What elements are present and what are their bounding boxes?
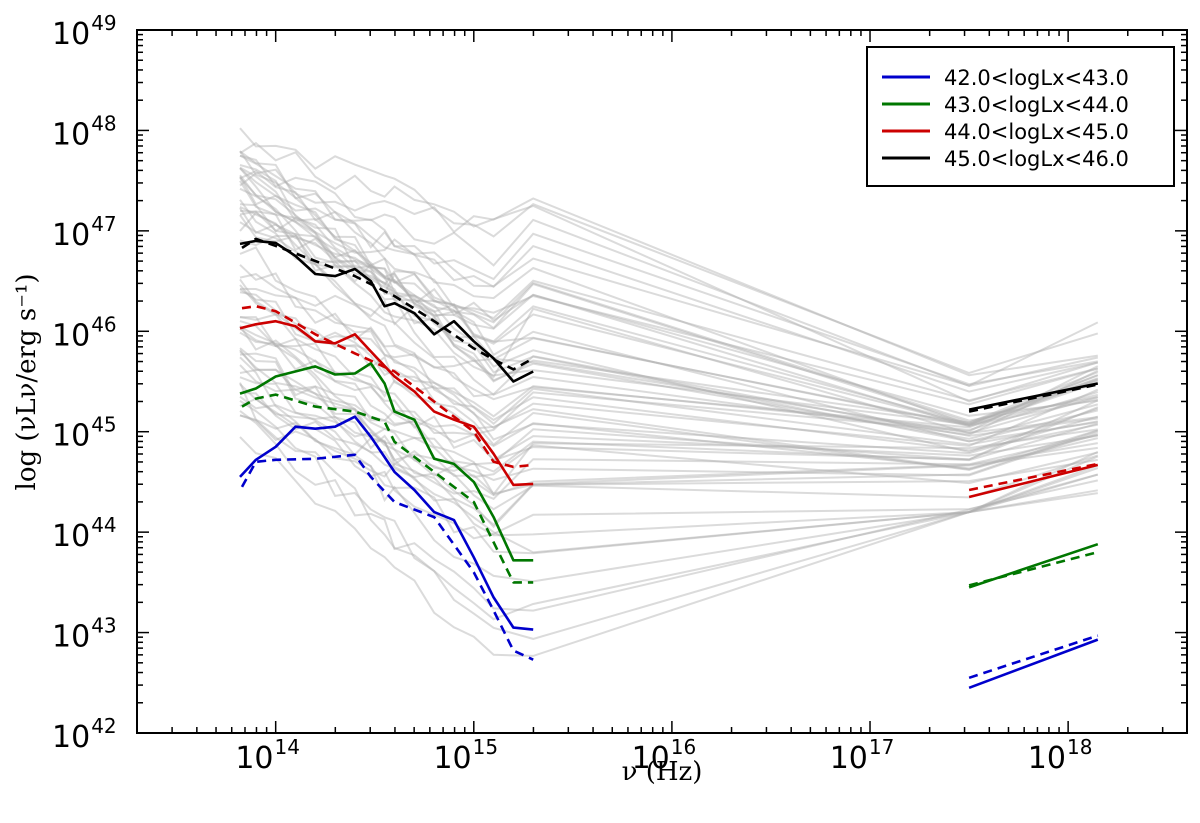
background-sed-line xyxy=(239,211,1099,406)
background-sed-line xyxy=(239,234,1099,402)
background-sed-line xyxy=(239,376,1098,555)
background-sed-line xyxy=(239,326,1099,462)
background-sed-line xyxy=(239,349,1098,497)
background-sed-line xyxy=(239,273,1098,417)
series-layer xyxy=(239,237,1099,690)
background-sed-line xyxy=(239,382,1099,640)
background-sed-line xyxy=(239,141,1099,403)
background-sed-line xyxy=(239,127,1099,375)
background-sed-line xyxy=(239,187,1099,440)
y-tick-label: 1045 xyxy=(52,413,117,454)
background-sed-line xyxy=(239,414,1099,500)
legend-label: 43.0<logLx<44.0 xyxy=(944,93,1129,117)
series-line-dashed-optical xyxy=(241,393,534,584)
legend-label: 45.0<logLx<46.0 xyxy=(944,147,1129,171)
background-sed-line xyxy=(239,368,1099,470)
plot-frame xyxy=(136,29,1188,734)
background-sed-line xyxy=(239,210,1099,443)
background-sed-line xyxy=(239,150,1099,424)
background-sed-line xyxy=(239,352,1098,527)
series-line-solid-optical xyxy=(239,415,534,631)
background-sed-line xyxy=(239,364,1099,436)
background-sed-line xyxy=(239,150,1099,427)
y-tick-label: 1046 xyxy=(52,312,117,353)
background-sed-line xyxy=(239,436,1099,657)
background-sed-line xyxy=(239,209,1099,426)
background-sed-line xyxy=(239,264,1099,432)
background-sed-line xyxy=(239,167,1099,436)
y-tick-label: 1042 xyxy=(52,714,117,755)
series-line-dashed-xray xyxy=(968,550,1099,587)
y-tick-label: 1048 xyxy=(52,111,117,152)
background-sed-line xyxy=(239,395,1099,485)
background-sed-line xyxy=(239,400,1098,621)
y-tick-label: 1044 xyxy=(52,513,117,554)
series-line-solid-xray xyxy=(968,638,1099,690)
series-line-dashed-optical xyxy=(241,304,534,469)
background-sed-line xyxy=(239,154,1099,387)
legend-label: 44.0<logLx<45.0 xyxy=(944,120,1129,144)
background-sed-line xyxy=(239,221,1098,422)
x-tick-label: 1018 xyxy=(1028,735,1093,776)
x-axis-label: ν (Hz) xyxy=(622,757,703,787)
x-tick-label: 1017 xyxy=(830,735,895,776)
series-line-solid-optical xyxy=(239,319,534,487)
background-sed-line xyxy=(239,166,1099,425)
background-sed-line xyxy=(239,320,1098,496)
background-sed-line xyxy=(239,180,1099,426)
background-sed-line xyxy=(239,316,1099,554)
series-line-dashed-xray xyxy=(968,462,1099,492)
background-sed-line xyxy=(239,164,1098,435)
y-axis-label: log (νLν/erg s⁻¹) xyxy=(12,273,42,490)
background-sed-line xyxy=(239,284,1098,495)
background-sed-line xyxy=(239,287,1098,437)
y-tick-label: 1043 xyxy=(52,614,117,655)
background-sed-line xyxy=(239,176,1098,386)
background-sed-line xyxy=(239,350,1099,482)
background-sed-line xyxy=(239,168,1098,377)
legend-box xyxy=(866,46,1175,187)
background-sed-line xyxy=(239,167,1098,443)
background-sed-line xyxy=(239,246,1099,471)
series-line-dashed-xray xyxy=(968,383,1099,413)
legend: 42.0<logLx<43.0 43.0<logLx<44.0 44.0<logLx… xyxy=(866,46,1175,187)
legend-entries: 42.0<logLx<43.0 43.0<logLx<44.0 44.0<logLx… xyxy=(882,66,1129,171)
series-line-dashed-xray xyxy=(968,634,1099,680)
background-sed-line xyxy=(239,154,1099,387)
background-sed-line xyxy=(239,214,1099,428)
x-tick-label: 1014 xyxy=(235,735,300,776)
background-sed-line xyxy=(239,203,1099,393)
series-line-solid-optical xyxy=(239,362,534,562)
background-sed-line xyxy=(239,205,1099,429)
background-sed-line xyxy=(239,325,1099,511)
x-tick-label: 1015 xyxy=(433,735,498,776)
series-line-dashed-optical xyxy=(240,453,534,661)
background-sed-line xyxy=(239,169,1099,426)
background-sed-line xyxy=(239,347,1099,529)
legend-label: 42.0<logLx<43.0 xyxy=(944,66,1129,90)
background-sed-line xyxy=(239,327,1099,471)
background-sed-line xyxy=(239,356,1099,583)
y-tick-label: 1049 xyxy=(52,11,117,52)
series-line-solid-xray xyxy=(968,463,1099,499)
y-tick-label: 1047 xyxy=(52,212,117,253)
background-sed-line xyxy=(239,207,1099,424)
background-sed-line xyxy=(239,177,1099,426)
series-line-dashed-optical xyxy=(241,237,534,371)
